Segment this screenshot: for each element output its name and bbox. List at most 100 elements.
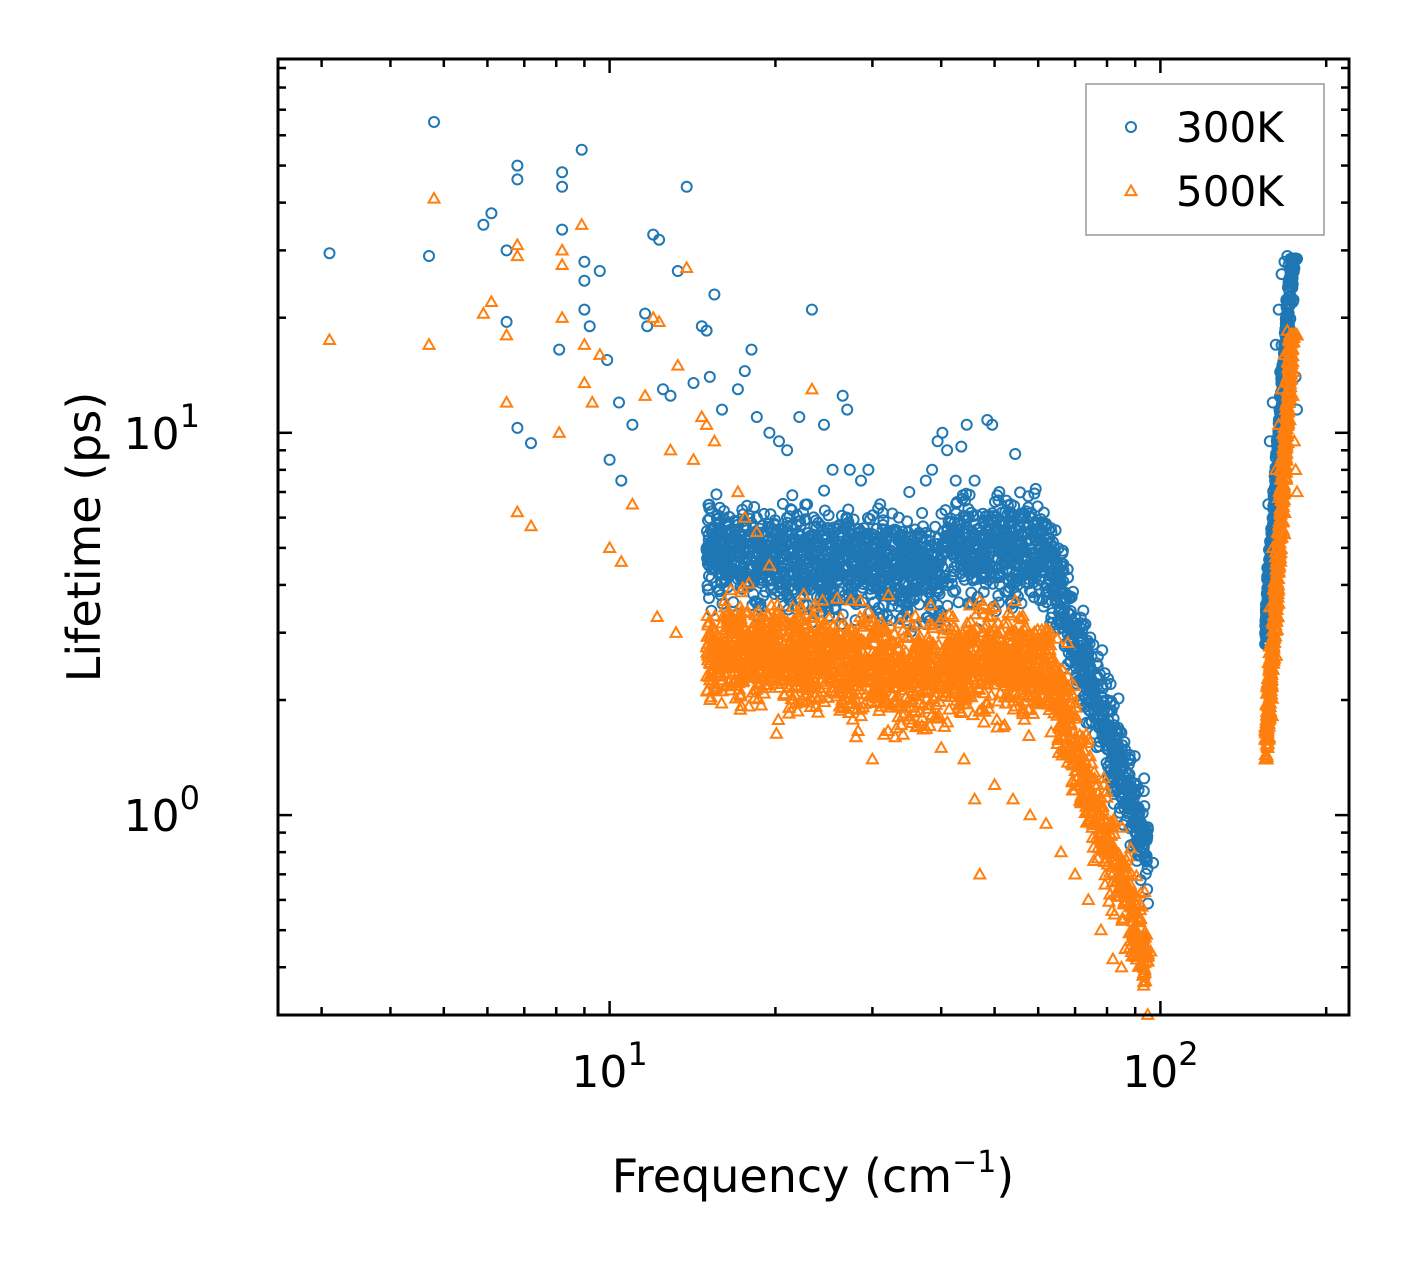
data-point (1038, 816, 1054, 829)
data-point (554, 310, 570, 323)
data-point (818, 504, 831, 517)
data-point (818, 418, 830, 431)
data-point (700, 324, 713, 337)
data-point (960, 418, 973, 431)
data-point (730, 484, 746, 498)
data-point (865, 751, 880, 765)
data-point (511, 173, 524, 186)
data-point (987, 777, 1002, 790)
data-point (862, 463, 875, 476)
data-point (967, 791, 982, 805)
series-500K (322, 191, 1305, 1020)
data-point (500, 315, 513, 328)
data-point (426, 191, 442, 204)
data-point (703, 370, 716, 383)
data-point (836, 389, 849, 402)
data-point (421, 337, 437, 350)
data-point (916, 507, 929, 519)
data-point (1022, 490, 1035, 503)
data-point (737, 508, 749, 521)
data-point (769, 726, 784, 739)
data-point (936, 426, 949, 439)
data-point (1138, 772, 1151, 785)
data-point (1009, 448, 1022, 460)
data-point (476, 306, 491, 319)
data-point (663, 442, 678, 456)
data-point (687, 377, 700, 389)
data-point (763, 426, 776, 439)
data-point (578, 303, 591, 316)
data-point (603, 453, 616, 466)
data-point (1096, 644, 1109, 657)
data-point (525, 437, 537, 450)
data-point (615, 474, 628, 487)
data-point (500, 244, 513, 257)
data-point (639, 307, 652, 320)
data-point (556, 180, 569, 193)
data-point (670, 357, 686, 371)
data-point (511, 421, 524, 434)
data-point (880, 723, 896, 736)
data-point (804, 381, 820, 395)
data-point (919, 474, 932, 487)
data-point (510, 504, 525, 518)
data-point (786, 489, 799, 502)
data-point (707, 433, 722, 447)
data-point (510, 237, 525, 251)
data-point (901, 515, 914, 528)
data-point (664, 389, 677, 402)
data-point (485, 207, 498, 220)
data-point (554, 257, 570, 270)
data-point (708, 288, 721, 301)
data-point (836, 608, 849, 621)
data-point (929, 520, 942, 533)
data-point (1000, 494, 1013, 507)
data-point (955, 440, 968, 453)
data-point (614, 554, 629, 567)
data-point (968, 474, 981, 487)
data-point (1289, 484, 1305, 498)
data-point (1093, 922, 1109, 936)
data-point (843, 463, 856, 476)
data-point (748, 501, 761, 513)
data-point (578, 274, 591, 287)
data-point (1021, 728, 1037, 741)
data-point (895, 727, 911, 740)
data-point (680, 180, 693, 193)
data-point (499, 395, 514, 408)
data-point (956, 751, 972, 765)
data-point (523, 518, 539, 532)
data-point (625, 496, 640, 510)
data-point (575, 143, 588, 156)
data-point (1138, 800, 1151, 813)
data-point (477, 218, 490, 231)
data-point (818, 484, 831, 497)
data-point (1053, 844, 1069, 858)
data-point (1029, 547, 1042, 560)
data-point (484, 294, 499, 308)
data-point (1077, 604, 1090, 617)
data-point (841, 403, 854, 416)
data-point (637, 388, 653, 401)
data-point (926, 463, 939, 476)
data-point (933, 740, 949, 753)
data-point (903, 486, 916, 498)
data-point (865, 588, 878, 601)
data-point (986, 418, 999, 431)
data-point (551, 425, 567, 438)
data-point (716, 403, 728, 416)
data-point (1098, 667, 1111, 680)
data-point (653, 233, 666, 246)
data-point (1067, 866, 1083, 880)
data-point (686, 452, 701, 465)
data-point (731, 383, 744, 396)
data-point (781, 444, 794, 457)
data-point (499, 327, 514, 341)
data-point (511, 159, 524, 172)
data-point (423, 250, 435, 262)
data-point (1036, 560, 1049, 573)
data-point (1033, 533, 1046, 546)
data-point (593, 265, 606, 277)
data-point (322, 332, 337, 346)
data-point (771, 712, 786, 725)
